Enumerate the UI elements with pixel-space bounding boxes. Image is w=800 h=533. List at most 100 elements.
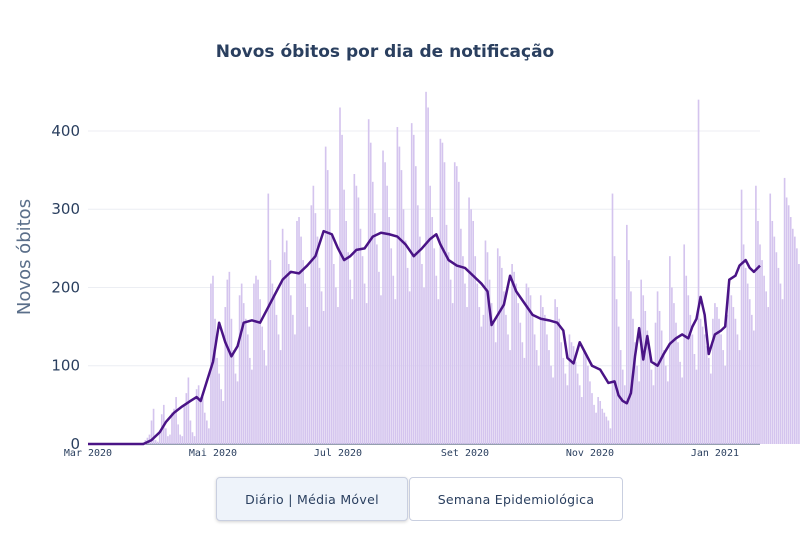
daily-bar [783,177,786,444]
daily-bar [173,408,175,444]
y-tick-label: 200 [51,278,80,296]
daily-bar [335,287,337,444]
epidemiological-week-button[interactable]: Semana Epidemiológica [409,477,623,521]
daily-bar [726,314,729,444]
daily-bar [277,334,280,444]
daily-bar [691,334,694,444]
daily-bar [734,318,737,444]
daily-bar [480,326,483,444]
daily-bar [365,303,368,444]
daily-bar [613,256,616,444]
daily-bar [736,334,739,444]
daily-bar [312,185,315,445]
daily-bar [214,318,216,444]
daily-bar [226,279,229,444]
daily-bar [664,365,667,444]
daily-bar [228,271,231,444]
daily-bar [218,373,220,444]
daily-bar [255,275,257,444]
daily-bar [300,236,302,444]
daily-bar [414,166,417,445]
daily-bar [503,291,505,444]
moving-average-path [88,229,761,446]
daily-bar [206,420,208,444]
daily-bar [763,275,765,444]
daily-bar [384,162,386,444]
daily-bar [570,342,573,444]
daily-bar [322,310,325,444]
daily-bar [244,318,247,444]
daily-bar [582,350,585,444]
daily-bar [486,252,489,444]
daily-bar [482,314,485,444]
daily-bar [412,134,415,444]
daily-bar [439,138,442,444]
daily-bar [576,373,579,444]
daily-bar [275,314,278,444]
daily-bar [710,373,712,444]
daily-bar [638,381,640,444]
daily-bar [191,432,194,444]
daily-bar [562,357,565,444]
daily-bar [431,217,434,444]
daily-bar [427,107,429,444]
daily-bar [259,299,261,444]
daily-bar [283,252,286,444]
daily-bar [421,264,423,444]
daily-bar [345,220,347,444]
daily-bar [685,275,688,444]
daily-bar [738,350,741,444]
daily-bar [519,322,522,444]
daily-bar [429,185,431,445]
daily-bar [353,174,356,444]
daily-bar [722,350,724,444]
daily-bar [730,295,733,444]
daily-bar [474,256,477,444]
daily-bar [759,244,761,444]
daily-bar [556,307,558,444]
daily-bar [371,181,374,444]
daily-bar [343,189,345,444]
daily-bar [210,283,212,444]
daily-bar [328,209,331,444]
daily-bar [333,264,335,444]
daily-bar [656,291,659,444]
daily-bar [501,267,503,444]
daily-moving-average-button[interactable]: Diário | Média Móvel [216,477,408,521]
daily-bar [724,365,726,444]
daily-bar [441,142,444,444]
daily-bar [181,436,184,444]
daily-bar [314,213,317,444]
x-tick-label: Set 2020 [441,448,489,459]
y-tick-label: 300 [51,200,80,218]
daily-bar [167,436,169,444]
daily-bar [662,350,665,444]
daily-bar [470,209,472,444]
daily-bar [677,342,679,444]
daily-bar [636,365,638,444]
daily-bar [593,404,595,444]
daily-bar [271,283,274,444]
daily-bar [552,377,554,444]
daily-bar [560,342,563,444]
daily-bar [265,365,268,444]
daily-bar [492,322,495,444]
daily-bar [572,346,575,444]
daily-bar [330,236,333,444]
daily-bar [318,267,321,444]
daily-bar [712,318,714,444]
daily-bar [548,350,550,444]
daily-bar [626,224,628,444]
daily-bar [693,354,696,444]
daily-bar [775,252,778,444]
daily-bar [505,314,507,444]
daily-bar [652,385,655,444]
daily-bar [236,381,239,444]
daily-bar [253,283,255,444]
daily-bar [355,185,358,445]
daily-bar [720,334,722,444]
daily-bar [150,420,153,444]
daily-bar [423,287,425,444]
daily-bar [242,303,245,444]
x-tick-label: Mai 2020 [189,448,237,459]
